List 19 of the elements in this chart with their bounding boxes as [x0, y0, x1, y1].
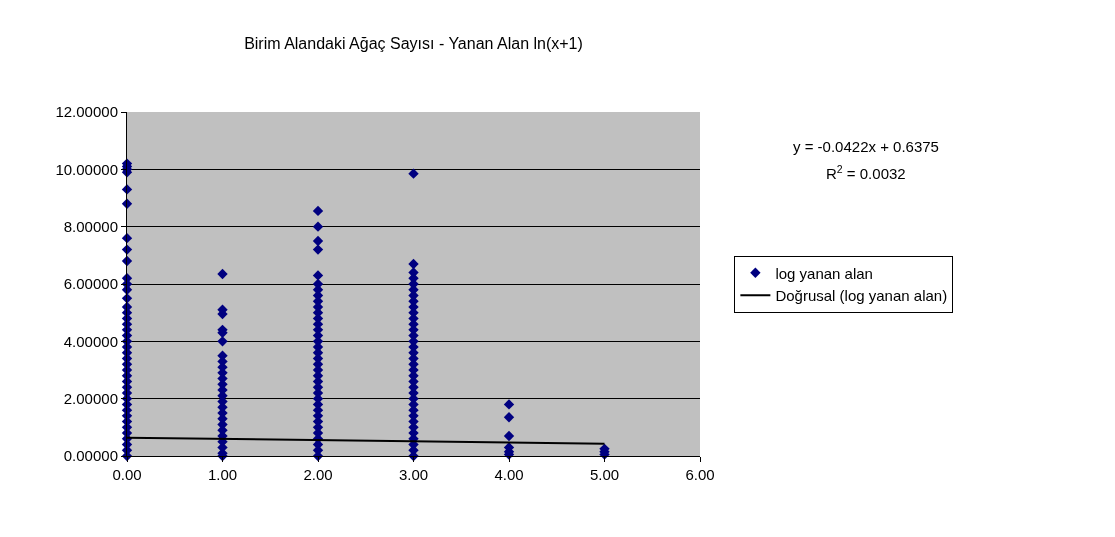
y-tick-label: 0.00000	[63, 447, 118, 465]
y-tick-label: 8.00000	[63, 217, 118, 235]
legend-label: log yanan alan	[775, 264, 873, 282]
y-tick-label: 4.00000	[63, 332, 118, 350]
x-tick-label: 1.00	[207, 466, 238, 483]
x-tick-label: 6.00	[685, 466, 715, 483]
y-tick-label: 10.00000	[55, 160, 118, 178]
y-tick-label: 2.00000	[63, 389, 118, 407]
x-tick-label: 5.00	[589, 466, 620, 483]
y-tick-label: 12.00000	[55, 103, 118, 121]
legend-label: Doğrusal (log yanan alan)	[775, 287, 948, 305]
x-tick-label: 3.00	[398, 466, 429, 483]
x-tick-label: 4.00	[494, 466, 524, 483]
text: R$^{2}$ = 0.0032	[826, 163, 906, 183]
x-tick-label: 2.00	[303, 466, 333, 483]
text: y = -0.0422x + 0.6375	[793, 138, 939, 155]
chart-title: Birim Alandaki Ağaç Sayısı - Yanan Alan ln(x+1)	[244, 34, 583, 52]
y-tick-label: 6.00000	[63, 275, 118, 293]
x-tick-label: 0.00	[112, 466, 142, 483]
